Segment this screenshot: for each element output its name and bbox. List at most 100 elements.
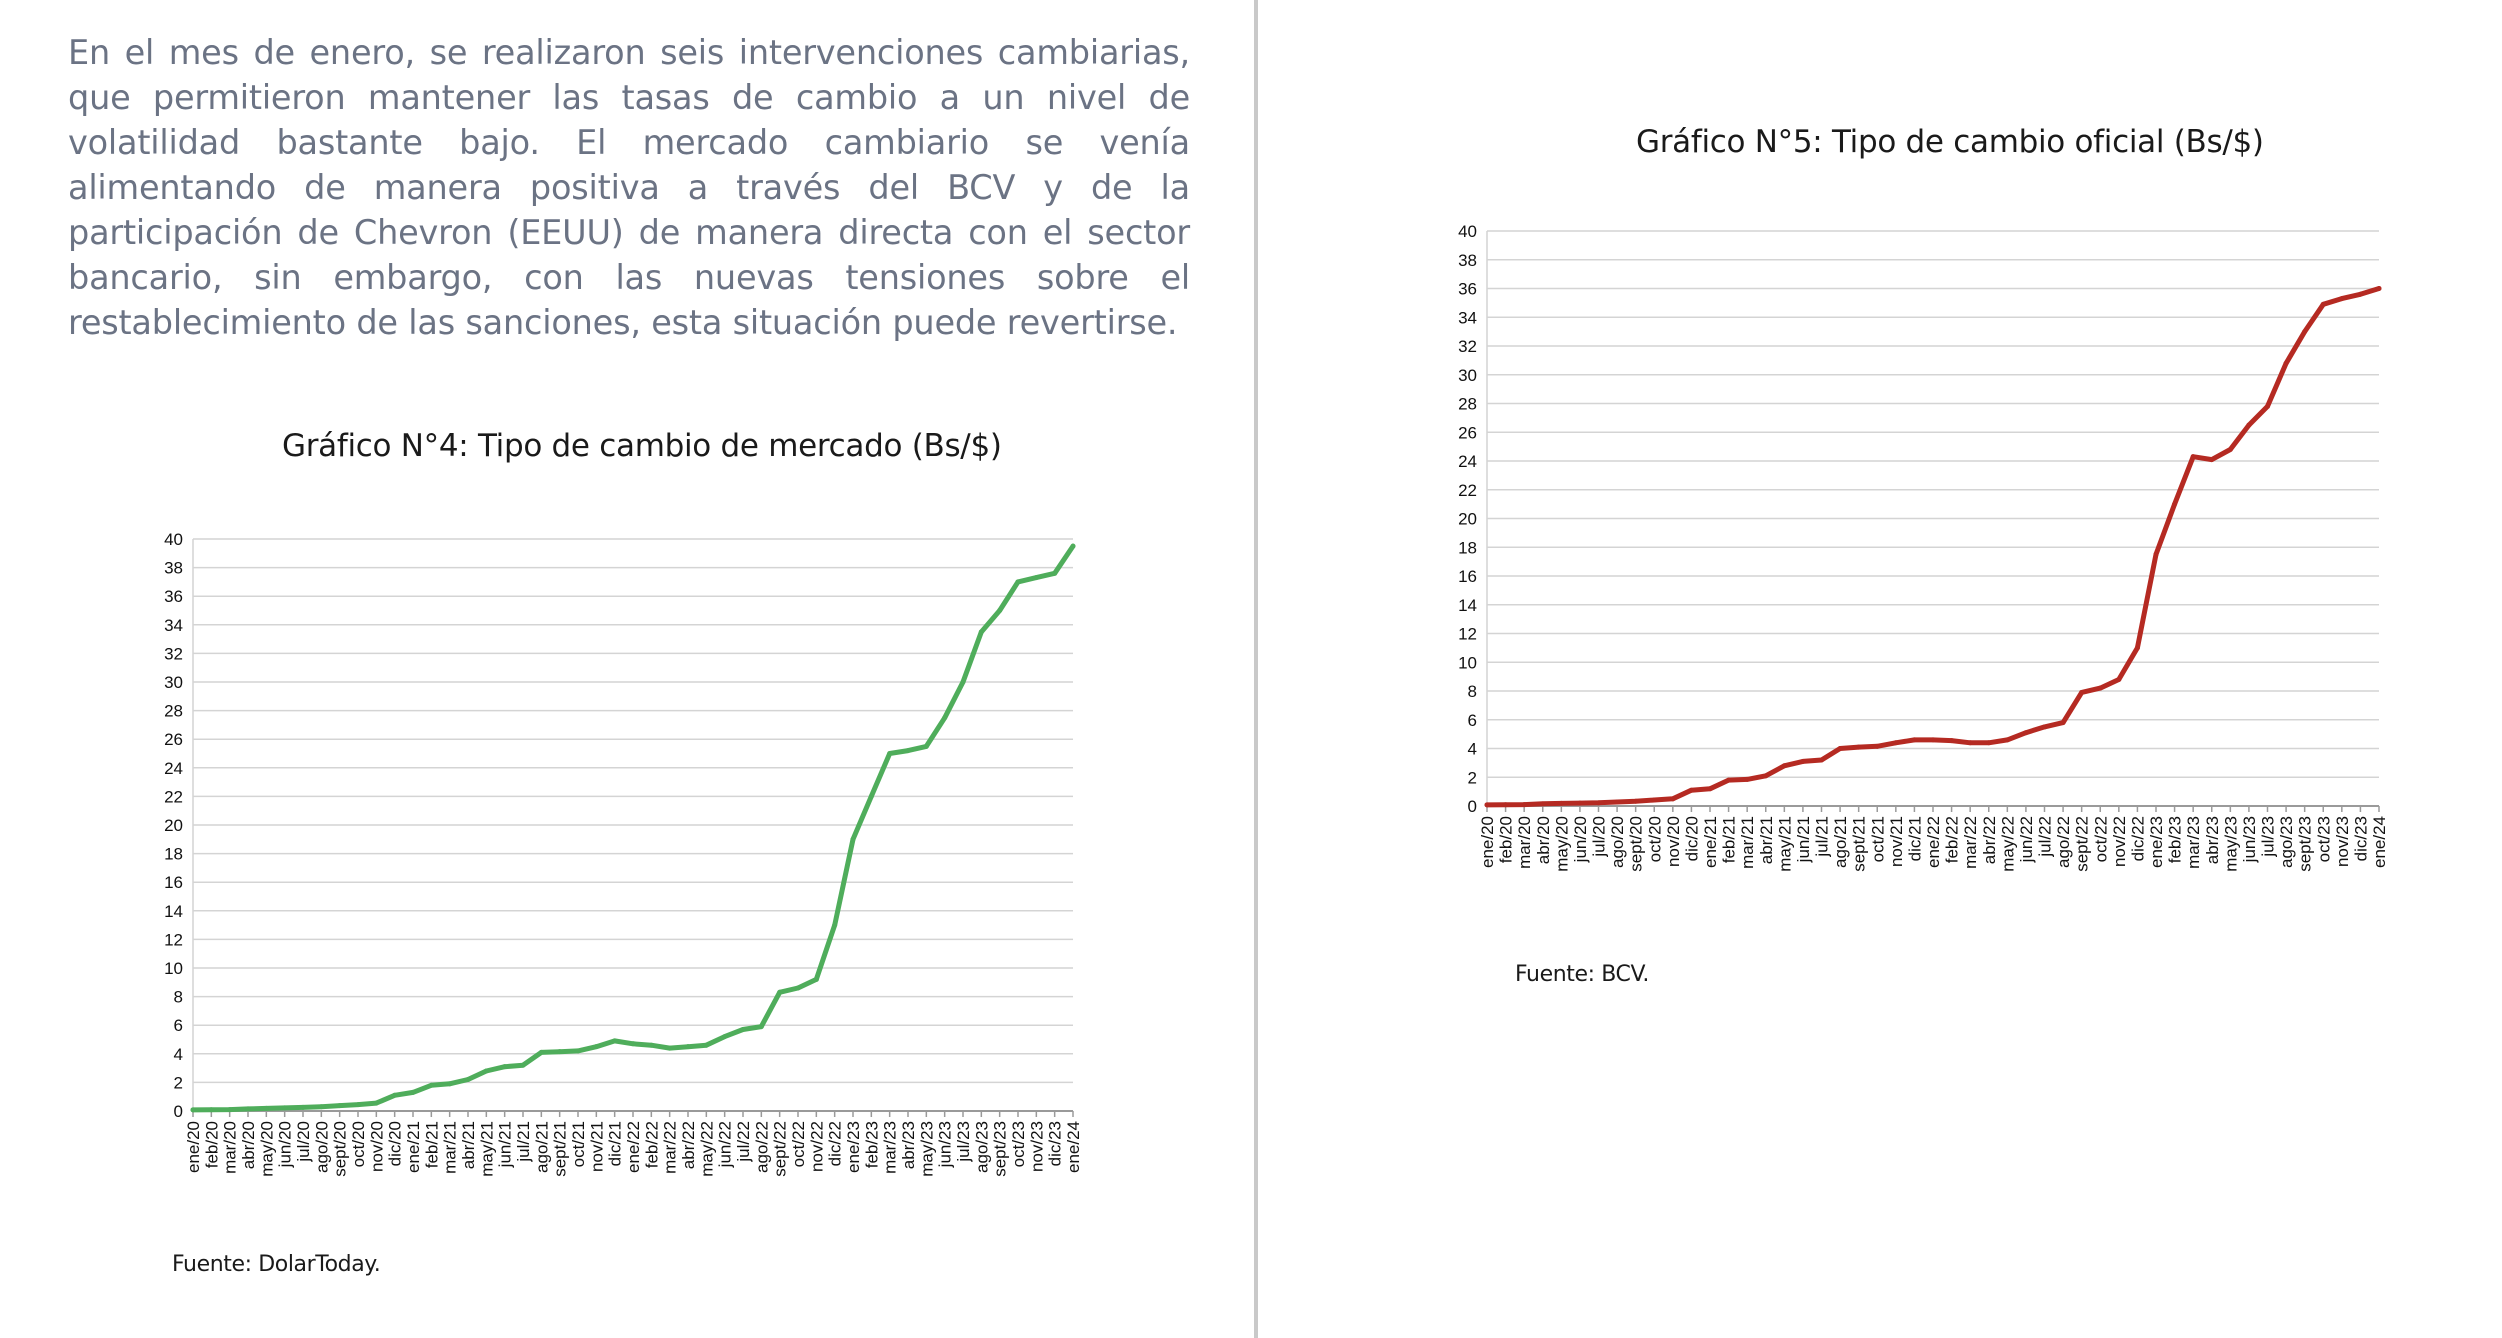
chart4-xtick-label: may/23	[917, 1121, 936, 1177]
chart4-xtick-label: ago/20	[312, 1121, 331, 1173]
chart4-point	[868, 793, 874, 799]
chart4-xtick-label: ago/23	[972, 1121, 991, 1173]
chart4-point	[337, 1103, 343, 1109]
chart4-xtick-label: oct/21	[569, 1121, 588, 1167]
chart5-ytick-label: 26	[1458, 423, 1477, 442]
chart5-xtick-label: ago/23	[2277, 816, 2296, 868]
chart5-point	[1874, 743, 1880, 749]
chart5-point	[1967, 740, 1973, 746]
chart5-xtick-label: jul/23	[2259, 816, 2278, 858]
chart4-point	[263, 1105, 269, 1111]
chart5-xtick-label: nov/22	[2110, 816, 2129, 867]
chart4-point	[1033, 575, 1039, 581]
chart4-xtick-label: ago/21	[532, 1121, 551, 1173]
chart4-xtick-label: may/22	[697, 1121, 716, 1177]
chart5-point	[2209, 457, 2215, 463]
chart5-point	[2023, 730, 2029, 736]
chart5-point	[1726, 777, 1732, 783]
chart5-xtick-label: dic/21	[1905, 816, 1924, 861]
chart5-xtick-label: ago/21	[1831, 816, 1850, 868]
chart5-xtick-label: nov/23	[2333, 816, 2352, 867]
chart5-xtick-label: abr/20	[1534, 816, 1553, 864]
column-divider	[1254, 0, 1258, 1338]
chart4-point	[245, 1106, 251, 1112]
chart5-point	[1893, 740, 1899, 746]
chart5-xtick-label: sept/21	[1850, 816, 1869, 872]
chart5-ytick-label: 4	[1468, 740, 1477, 759]
chart4-xtick-label: feb/23	[862, 1121, 881, 1168]
chart5-point	[1856, 744, 1862, 750]
chart4-xtick-label: feb/21	[422, 1121, 441, 1168]
chart5-point	[1688, 787, 1694, 793]
chart4-title: Gráfico N°4: Tipo de cambio de mercado (…	[282, 428, 1002, 464]
chart5-xtick-label: mar/20	[1515, 816, 1534, 869]
chart5-ytick-label: 40	[1458, 222, 1477, 241]
chart5-xtick-label: may/21	[1775, 816, 1794, 872]
chart5-ytick-label: 0	[1468, 797, 1477, 816]
chart5-xtick-label: may/23	[2221, 816, 2240, 872]
chart4-xtick-label: ene/23	[844, 1121, 863, 1173]
chart5-xtick-label: oct/20	[1645, 816, 1664, 862]
chart4-point	[942, 715, 948, 721]
chart4-point	[465, 1077, 471, 1083]
chart4-point	[502, 1064, 508, 1070]
chart5-xtick-label: ago/22	[2054, 816, 2073, 868]
chart4-xtick-label: oct/22	[789, 1121, 808, 1167]
chart4-xtick-label: ago/22	[752, 1121, 771, 1173]
chart5-xtick-label: jul/22	[2036, 816, 2055, 858]
chart5-point	[1670, 796, 1676, 802]
chart5-ytick-label: 28	[1458, 395, 1477, 414]
chart4-xtick-label: dic/22	[826, 1121, 845, 1166]
chart4-xtick-label: jun/22	[716, 1121, 735, 1168]
chart5-xtick-label: feb/23	[2166, 816, 2185, 863]
chart5-xtick-label: may/22	[1998, 816, 2017, 872]
chart4-xtick-label: jun/23	[936, 1121, 955, 1168]
chart5-point	[2302, 329, 2308, 335]
chart4-point	[997, 608, 1003, 613]
chart5-xtick-label: jun/21	[1794, 816, 1813, 863]
chart4-ytick-label: 26	[164, 730, 183, 749]
chart5-ytick-label: 14	[1458, 596, 1477, 615]
chart4-ytick-label: 32	[164, 644, 183, 663]
chart5-xtick-label: jun/20	[1571, 816, 1590, 863]
chart4-point	[282, 1105, 288, 1111]
chart5-point	[1744, 776, 1750, 782]
chart4-xtick-label: abr/23	[899, 1121, 918, 1169]
chart4-xtick-label: sept/21	[551, 1121, 570, 1177]
chart4-xtick-label: dic/23	[1046, 1121, 1065, 1166]
chart4-point	[630, 1041, 636, 1047]
chart4-point	[978, 629, 984, 635]
chart4-xtick-label: abr/22	[679, 1121, 698, 1169]
chart4-xtick-label: dic/21	[606, 1121, 625, 1166]
chart4-point	[1070, 543, 1076, 549]
chart4-xtick-label: mar/21	[441, 1121, 460, 1174]
chart4-xtick-label: sept/22	[771, 1121, 790, 1177]
chart5-point	[2357, 291, 2363, 297]
chart5-point	[1577, 800, 1583, 806]
chart4-ytick-label: 16	[164, 873, 183, 892]
chart4-ytick-label: 22	[164, 787, 183, 806]
chart5-ytick-label: 10	[1458, 653, 1477, 672]
chart5-point	[2339, 296, 2345, 302]
chart5-xtick-label: mar/21	[1738, 816, 1757, 869]
chart4-point	[593, 1044, 599, 1050]
chart4-point	[227, 1107, 233, 1113]
chart4-xtick-label: jun/21	[496, 1121, 515, 1168]
chart4-xtick-label: dic/20	[386, 1121, 405, 1166]
chart4-ytick-label: 0	[174, 1102, 183, 1121]
chart5-point	[2265, 403, 2270, 409]
chart4-point	[777, 989, 783, 995]
chart5-point	[1503, 802, 1509, 808]
chart5-point	[1484, 802, 1490, 808]
chart4-xtick-label: may/21	[477, 1121, 496, 1177]
chart4-xtick-label: jul/22	[734, 1121, 753, 1163]
chart4-xtick-label: mar/20	[221, 1121, 240, 1174]
chart5-ytick-label: 36	[1458, 280, 1477, 299]
chart5-point	[2060, 720, 2066, 726]
chart4-point	[795, 985, 801, 991]
chart4-point	[208, 1107, 214, 1113]
chart5-ytick-label: 34	[1458, 308, 1477, 327]
chart4-xtick-label: mar/23	[881, 1121, 900, 1174]
chart5-xtick-label: sept/22	[2073, 816, 2092, 872]
chart5-xtick-label: jun/22	[2017, 816, 2036, 863]
